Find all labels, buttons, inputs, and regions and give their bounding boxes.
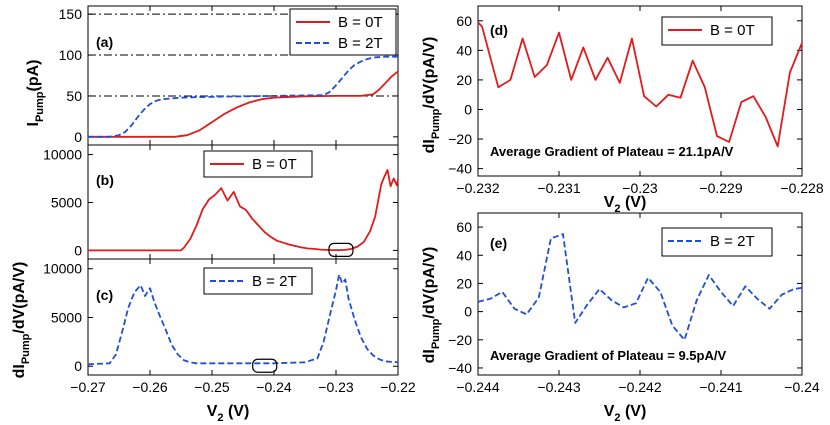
panel-a: 0 50 100 150 (a) B = 0T B = 2T	[59, 5, 399, 146]
legend-box	[289, 8, 397, 56]
x-tick-label: −0.232	[456, 180, 499, 196]
panel-label: (d)	[490, 22, 508, 38]
series-line	[477, 233, 803, 341]
y-tick-label: 60	[456, 219, 472, 235]
series-line	[88, 168, 399, 252]
y-tick-label: 40	[456, 247, 472, 263]
y-tick-label: −40	[448, 161, 472, 177]
y-tick-label: −40	[448, 360, 472, 376]
legend-label: B = 0T	[338, 14, 383, 31]
xlabel-d: V2 (V)	[604, 194, 647, 215]
ylabel-d: dIPump/dV(pA/V)	[421, 37, 442, 154]
legend-label: B = 2T	[710, 233, 755, 250]
ylabel-c: dIPump/dV(pA/V)	[11, 262, 32, 379]
legend-label: B = 2T	[338, 35, 383, 52]
panel-e: −40 −20 0 20 40 60 −0.244 −0.243 −0.242 −0.241 −0.…	[448, 212, 820, 395]
y-tick-label: −20	[448, 332, 472, 348]
ylabel-e: dIPump/dV(pA/V)	[421, 247, 442, 364]
x-tick-label: −0.24	[784, 379, 820, 395]
y-tick-label: 0	[74, 129, 82, 145]
plot-frame	[477, 212, 803, 376]
x-tick-label: −0.22	[380, 379, 416, 395]
plateau-marker	[328, 242, 354, 257]
legend-label: B = 0T	[252, 156, 297, 173]
plateau-marker	[252, 358, 278, 373]
series-line	[87, 273, 399, 366]
y-tick-label: 20	[456, 72, 472, 88]
panel-d: −40 −20 0 20 40 60 −0.232 −0.231 −0.23 −0.229 −0.2…	[448, 5, 824, 196]
x-tick-label: −0.26	[132, 379, 168, 395]
y-tick-label: 60	[456, 13, 472, 29]
x-tick-label: −0.23	[622, 180, 658, 196]
x-tick-label: −0.24	[256, 379, 292, 395]
y-tick-label: −20	[448, 131, 472, 147]
y-tick-label: 5000	[51, 309, 82, 325]
x-tick-label: −0.242	[618, 379, 661, 395]
panel-label: (c)	[96, 287, 113, 303]
y-tick-label: 10000	[43, 147, 82, 163]
series-line	[88, 70, 399, 138]
series-line	[477, 21, 803, 148]
y-tick-label: 0	[464, 304, 472, 320]
legend-label: B = 0T	[710, 22, 755, 39]
x-tick-label: −0.27	[70, 379, 106, 395]
x-tick-label: −0.229	[699, 180, 742, 196]
annotation: Average Gradient of Plateau = 21.1pA/V	[490, 144, 734, 159]
y-tick-label: 0	[464, 101, 472, 117]
x-tick-label: −0.231	[537, 180, 580, 196]
legend-label: B = 2T	[252, 273, 297, 290]
y-tick-label: 20	[456, 275, 472, 291]
x-tick-label: −0.244	[456, 379, 499, 395]
y-tick-label: 10000	[43, 261, 82, 277]
y-tick-label: 40	[456, 42, 472, 58]
y-tick-label: 0	[74, 358, 82, 374]
y-tick-label: 150	[59, 6, 83, 22]
x-tick-label: −0.23	[318, 379, 354, 395]
y-tick-label: 100	[59, 47, 83, 63]
y-tick-label: 5000	[51, 194, 82, 210]
y-tick-label: 50	[66, 88, 82, 104]
panel-label: (a)	[96, 34, 113, 50]
ylabel-a: IPump(pA)	[25, 60, 46, 127]
xlabel-left: V2 (V)	[207, 403, 250, 424]
x-tick-label: −0.228	[780, 180, 823, 196]
panel-b: 0 5000 10000 (b) B = 0T	[43, 144, 399, 260]
panel-c: 0 5000 10000 −0.27 −0.26 −0.25 −0.24 −0.23 −0.22…	[43, 258, 416, 395]
annotation: Average Gradient of Plateau = 9.5pA/V	[490, 348, 726, 363]
panel-label: (e)	[490, 235, 507, 251]
x-tick-label: −0.243	[537, 379, 580, 395]
x-tick-label: −0.241	[699, 379, 742, 395]
y-tick-label: 0	[74, 242, 82, 258]
panel-label: (b)	[96, 172, 114, 188]
xlabel-e: V2 (V)	[604, 403, 647, 424]
series-line	[88, 55, 398, 138]
x-tick-label: −0.25	[194, 379, 230, 395]
